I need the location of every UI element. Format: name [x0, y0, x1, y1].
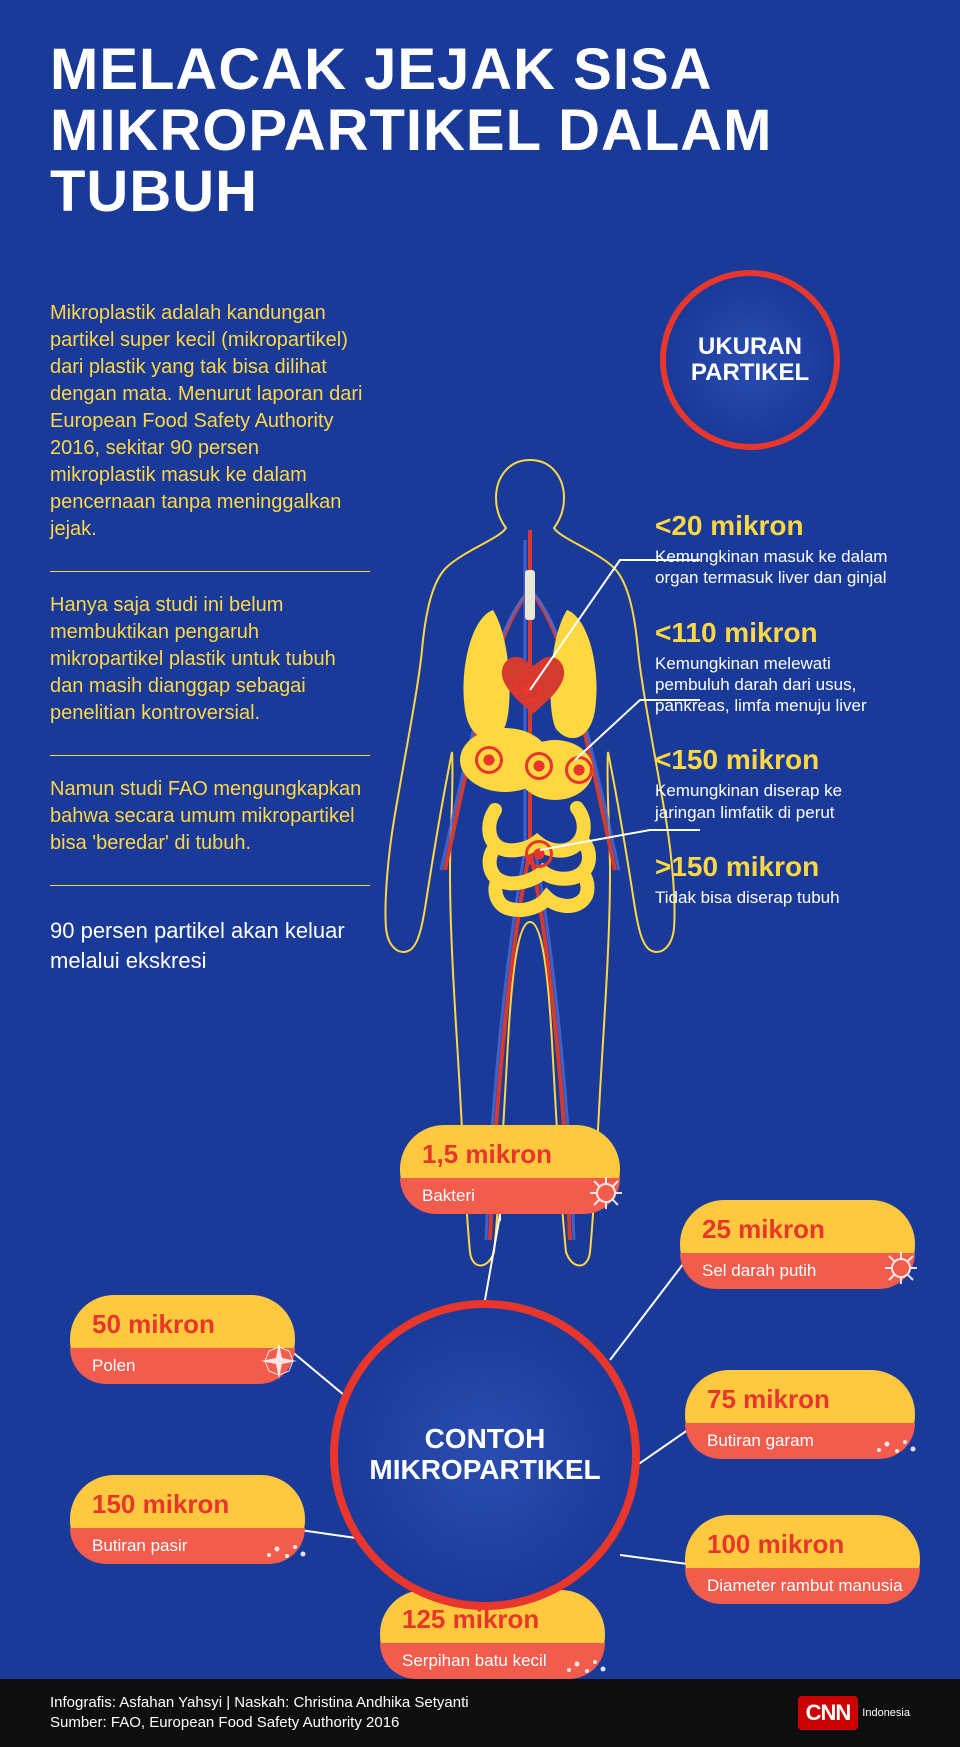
pill-size: 100 mikron: [707, 1529, 898, 1560]
size-callout: <150 mikron Kemungkinan diserap ke jarin…: [655, 744, 905, 823]
size-callout-desc: Tidak bisa diserap tubuh: [655, 887, 905, 908]
marker-heart: [513, 675, 541, 703]
example-pill: 100 mikron Diameter rambut manusia: [685, 1515, 920, 1604]
pill-size: 75 mikron: [707, 1384, 893, 1415]
footer-credit-line-2: Sumber: FAO, European Food Safety Author…: [50, 1713, 469, 1733]
brand-box: CNN: [798, 1696, 859, 1730]
marker-liver-2: [525, 752, 553, 780]
pill-size: 150 mikron: [92, 1489, 283, 1520]
divider: [50, 755, 370, 756]
size-callout-title: <150 mikron: [655, 744, 905, 776]
example-pill: 1,5 mikron Bakteri: [400, 1125, 620, 1214]
pill-size: 1,5 mikron: [422, 1139, 598, 1170]
pill-label: Sel darah putih: [680, 1253, 915, 1289]
divider: [50, 885, 370, 886]
marker-gut: [525, 840, 553, 868]
size-callout: >150 mikron Tidak bisa diserap tubuh: [655, 851, 905, 908]
example-circle-text: CONTOH MIKROPARTIKEL: [338, 1424, 632, 1486]
intro-paragraph-2: Hanya saja studi ini belum membuktikan p…: [50, 592, 370, 727]
pill-icon: [265, 1541, 309, 1566]
footer-credit-line-1: Infografis: Asfahan Yahsyi | Naskah: Chr…: [50, 1693, 469, 1713]
size-callout-desc: Kemungkinan melewati pembuluh darah dari…: [655, 653, 905, 717]
pill-label: Diameter rambut manusia: [685, 1568, 920, 1604]
example-microparticle-circle: CONTOH MIKROPARTIKEL: [330, 1300, 640, 1610]
particle-size-badge-text: UKURAN PARTIKEL: [666, 334, 834, 387]
size-callout: <110 mikron Kemungkinan melewati pembulu…: [655, 617, 905, 717]
footer-credits: Infografis: Asfahan Yahsyi | Naskah: Chr…: [50, 1693, 469, 1734]
intro-column: Mikroplastik adalah kandungan partikel s…: [50, 300, 370, 975]
particle-size-badge: UKURAN PARTIKEL: [660, 270, 840, 450]
pill-icon: [588, 1175, 624, 1216]
divider: [50, 571, 370, 572]
brand-sub: Indonesia: [862, 1707, 910, 1719]
pill-label: Bakteri: [400, 1178, 620, 1214]
pill-size: 25 mikron: [702, 1214, 893, 1245]
size-callout-title: >150 mikron: [655, 851, 905, 883]
size-callout-desc: Kemungkinan masuk ke dalam organ termasu…: [655, 546, 905, 589]
pill-icon: [875, 1436, 919, 1461]
size-callout-desc: Kemungkinan diserap ke jaringan limfatik…: [655, 780, 905, 823]
marker-stomach: [565, 756, 593, 784]
example-pill: 25 mikron Sel darah putih: [680, 1200, 915, 1289]
excretion-note: 90 persen partikel akan keluar melalui e…: [50, 916, 370, 975]
example-pill: 50 mikronPolen: [70, 1295, 295, 1384]
example-pill: 150 mikronButiran pasir: [70, 1475, 305, 1564]
size-callout: <20 mikron Kemungkinan masuk ke dalam or…: [655, 510, 905, 589]
size-callout-list: <20 mikron Kemungkinan masuk ke dalam or…: [655, 510, 905, 936]
page-title: MELACAK JEJAK SISA MIKROPARTIKEL DALAM T…: [50, 40, 910, 223]
pill-size: 50 mikron: [92, 1309, 273, 1340]
pill-icon: [259, 1341, 299, 1386]
pill-icon: [883, 1250, 919, 1291]
size-callout-title: <110 mikron: [655, 617, 905, 649]
marker-liver-1: [475, 746, 503, 774]
footer-bar: Infografis: Asfahan Yahsyi | Naskah: Chr…: [0, 1679, 960, 1747]
intro-paragraph-3: Namun studi FAO mengungkapkan bahwa seca…: [50, 776, 370, 857]
size-callout-title: <20 mikron: [655, 510, 905, 542]
pill-icon: [565, 1656, 609, 1681]
example-pill: 75 mikronButiran garam: [685, 1370, 915, 1459]
brand-logo: CNN Indonesia: [798, 1696, 910, 1730]
intro-paragraph-1: Mikroplastik adalah kandungan partikel s…: [50, 300, 370, 543]
